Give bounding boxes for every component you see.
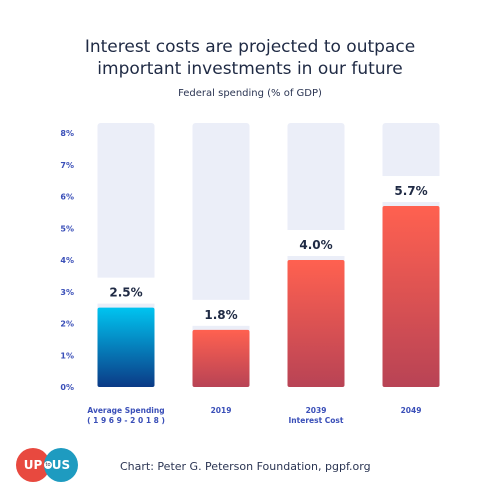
bar-value-label: 5.7% — [394, 184, 427, 198]
chart-source: Chart: Peter G. Peterson Foundation, pgp… — [120, 460, 371, 473]
y-tick-label: 0% — [60, 383, 74, 392]
bar — [192, 329, 250, 387]
y-tick-label: 4% — [60, 256, 74, 265]
chart-title-line-2: important investments in our future — [97, 59, 403, 79]
value-label-band — [381, 176, 441, 203]
y-tick-label: 5% — [60, 224, 74, 233]
value-label-band — [286, 230, 346, 256]
chart-subtitle: Federal spending (% of GDP) — [178, 88, 322, 99]
bar — [287, 260, 345, 387]
x-category-label: 2039 — [306, 406, 327, 415]
y-tick-label: 8% — [60, 129, 74, 138]
bar-value-label: 1.8% — [204, 308, 237, 322]
x-category-label: Average Spending — [87, 406, 164, 415]
y-tick-label: 1% — [60, 351, 74, 360]
value-label-band — [191, 299, 251, 326]
value-label-band — [96, 277, 156, 304]
y-tick-label: 2% — [60, 320, 74, 329]
logo-to-dot: to — [44, 461, 52, 469]
chart-title-line-1: Interest costs are projected to outpace — [84, 37, 416, 57]
x-category-label: 2049 — [401, 406, 422, 415]
y-tick-label: 6% — [60, 193, 74, 202]
bar — [382, 206, 440, 387]
up-to-us-logo: UP US to — [16, 448, 86, 484]
chart-title: Interest costs are projected to outpace … — [0, 36, 500, 80]
bar-value-label: 4.0% — [299, 238, 332, 252]
x-category-label: 2019 — [211, 406, 232, 415]
bar — [97, 307, 155, 387]
x-category-label: ( 1 9 6 9 - 2 0 1 8 ) — [87, 416, 165, 425]
y-tick-label: 7% — [60, 161, 74, 170]
y-tick-label: 3% — [60, 288, 74, 297]
bar-value-label: 2.5% — [109, 286, 142, 300]
x-category-label: Interest Cost — [289, 416, 344, 425]
